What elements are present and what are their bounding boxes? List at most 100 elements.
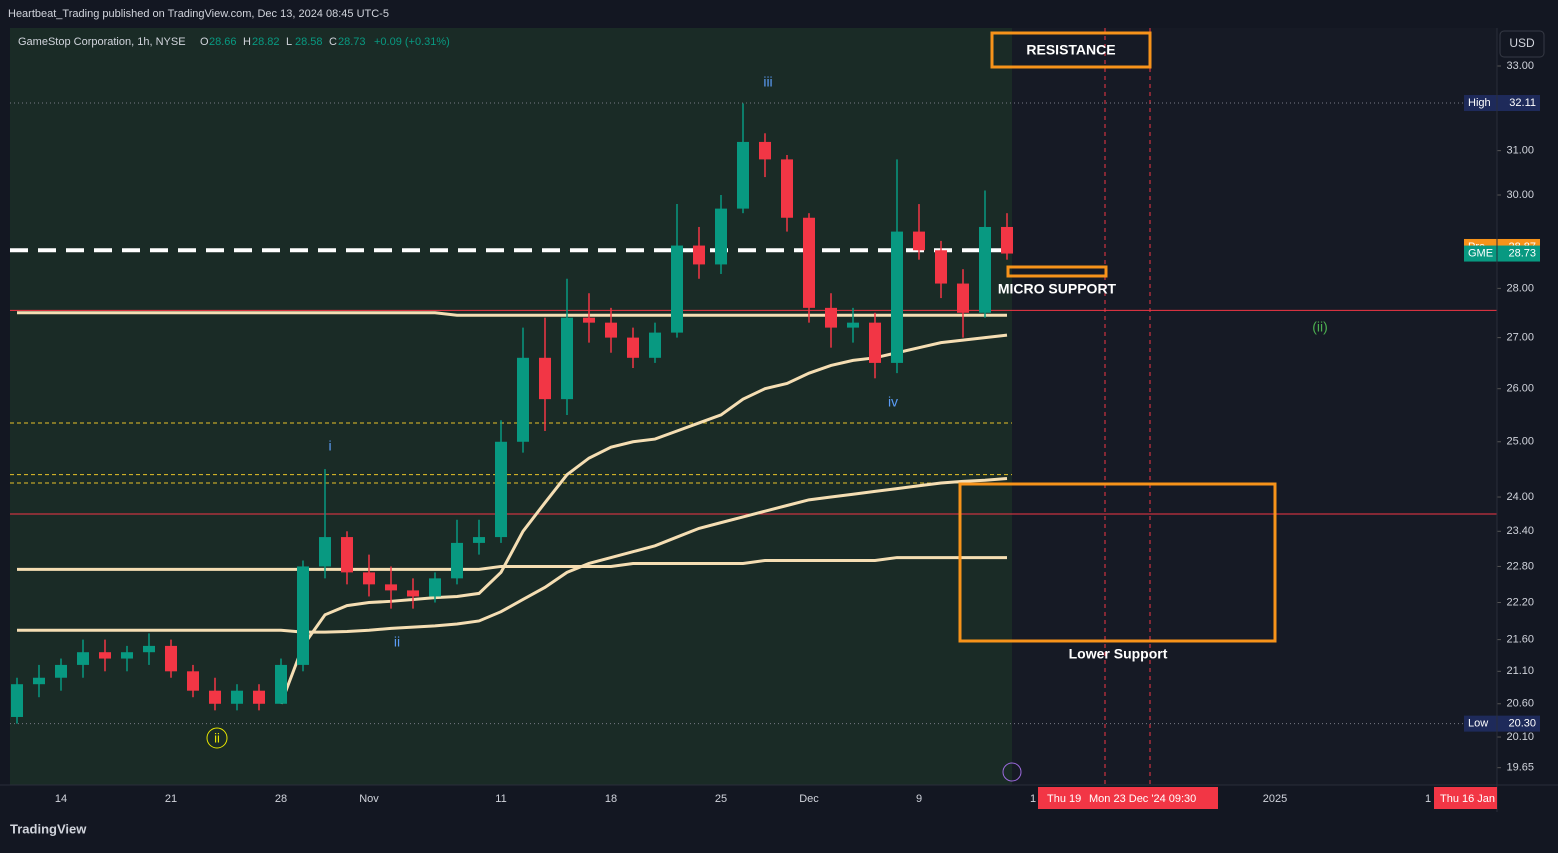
y-tick-label: 20.10 — [1506, 731, 1534, 743]
ohlc-value: 28.66 — [209, 36, 237, 48]
cursor-label-bg — [1434, 787, 1497, 809]
candle-body — [77, 652, 89, 665]
candle-body — [33, 677, 45, 685]
lower-support-box — [958, 482, 1277, 643]
publisher: Heartbeat_Trading published on TradingVi… — [8, 8, 389, 20]
x-tick-label: 21 — [165, 793, 177, 805]
candle-body — [935, 250, 947, 284]
brand: TradingView — [10, 821, 87, 836]
candle-body — [275, 664, 287, 704]
y-tick-label: 26.00 — [1506, 383, 1534, 395]
price-label-bg — [1464, 245, 1540, 262]
x-tick-label: 1 — [1425, 793, 1431, 805]
x-tick-label: Dec — [799, 793, 819, 805]
x-tick-label: 11 — [495, 793, 506, 805]
candle-body — [649, 332, 661, 358]
candle-body — [825, 307, 837, 328]
candle-body — [781, 159, 793, 218]
candle-body — [583, 317, 595, 323]
wave-label: ii — [394, 634, 400, 650]
price-label-name: High — [1468, 97, 1491, 109]
price-label-value: 32.11 — [1509, 97, 1536, 109]
candle-body — [891, 231, 903, 363]
candle-body — [385, 584, 397, 591]
x-tick-label: 25 — [715, 793, 727, 805]
y-tick-label: 22.20 — [1506, 596, 1534, 608]
overlay-line — [17, 477, 1008, 634]
candle-body — [957, 283, 969, 313]
currency-box — [1499, 30, 1545, 58]
candle-body — [341, 537, 353, 573]
price-label-name: GME — [1468, 247, 1493, 259]
candle-body — [187, 671, 199, 691]
x-tick-label: Nov — [359, 793, 379, 805]
candle-body — [297, 566, 309, 665]
candle-body — [451, 542, 463, 579]
candle-body — [979, 226, 991, 313]
price-label-bg — [1464, 95, 1540, 112]
candle-body — [319, 537, 331, 567]
y-tick-label: 31.00 — [1506, 145, 1534, 157]
x-tick-label: 9 — [916, 793, 922, 805]
y-tick-label: 21.10 — [1506, 665, 1534, 677]
price-label-name: Low — [1468, 718, 1488, 730]
y-tick-label: 19.65 — [1506, 762, 1534, 774]
price-label-value: 28.73 — [1508, 247, 1536, 259]
y-tick-label: 33.00 — [1506, 60, 1534, 72]
wave-label: ii — [214, 730, 220, 745]
candle-body — [473, 537, 485, 543]
session-highlight — [10, 28, 1012, 785]
ohlc-value: 28.82 — [252, 36, 280, 48]
candle-body — [231, 690, 243, 704]
candle-body — [209, 690, 221, 704]
candle-body — [913, 231, 925, 251]
candle-body — [121, 652, 133, 659]
candle-body — [561, 317, 573, 400]
y-tick-label: 22.80 — [1506, 560, 1534, 572]
y-tick-label: 23.40 — [1506, 525, 1534, 537]
wave-circle — [206, 727, 228, 749]
annotation: RESISTANCE — [1026, 42, 1115, 58]
change: +0.09 (+0.31%) — [374, 36, 450, 48]
annotation: MICRO SUPPORT — [998, 281, 1117, 297]
ohlc-key: O — [200, 36, 209, 48]
candle-body — [869, 322, 881, 363]
candle-body — [803, 217, 815, 308]
candle-body — [1001, 226, 1013, 254]
overlay-line — [17, 311, 1007, 317]
candle-body — [429, 578, 441, 597]
event-icon[interactable] — [1002, 762, 1022, 782]
x-tick-label: 28 — [275, 793, 287, 805]
x-tick-label: 18 — [605, 793, 617, 805]
marks: 14 21 28 Nov 11 18 25 Dec 933.0031.0030.0028.002… — [10, 60, 1540, 805]
price-label-bg — [1464, 715, 1540, 732]
candle-body — [55, 664, 67, 678]
ohlc-value: 28.73 — [338, 36, 366, 48]
y-tick-label: 30.00 — [1506, 189, 1534, 201]
micro-support-box — [1006, 265, 1108, 278]
candle-body — [737, 141, 749, 209]
y-tick-label: 24.00 — [1506, 491, 1534, 503]
candle-body — [671, 245, 683, 333]
y-tick-label: 27.00 — [1506, 332, 1534, 344]
candle-body — [517, 357, 529, 442]
candle-body — [605, 322, 617, 338]
cursor-label: Thu 16 Jan — [1440, 793, 1495, 805]
x-tick-label: 1 — [1030, 793, 1036, 805]
cursor-label-bg — [1084, 787, 1218, 809]
ohlc-key: H — [243, 36, 251, 48]
candle-body — [759, 141, 771, 160]
candle-body — [407, 590, 419, 597]
symbol-title: GameStop Corporation, 1h, NYSE — [18, 36, 186, 48]
candle-body — [539, 357, 551, 400]
price-label-value: 20.30 — [1508, 718, 1536, 730]
x-tick-label: 2025 — [1263, 793, 1287, 805]
wave-label: (ii) — [1312, 319, 1328, 335]
cursor-label: Mon 23 Dec '24 09:30 — [1089, 793, 1196, 805]
candle-body — [363, 572, 375, 585]
candle-body — [99, 652, 111, 659]
candle-body — [11, 684, 23, 717]
y-tick-label: 25.00 — [1506, 436, 1534, 448]
